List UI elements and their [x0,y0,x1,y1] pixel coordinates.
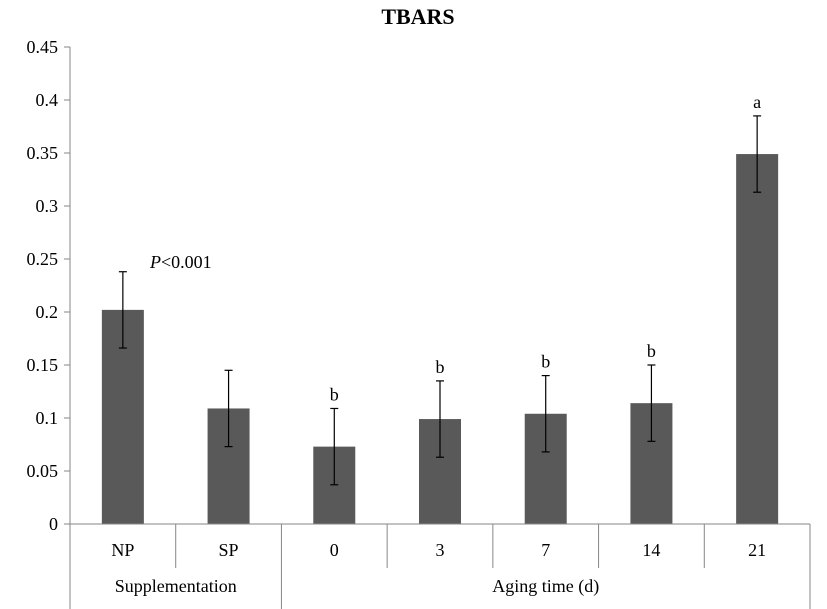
x-tick-label: SP [219,540,239,560]
bars: b b b b a [101,92,779,524]
chart-title: TBARS [381,4,454,29]
x-tick-label: 21 [748,540,766,560]
y-tick-label: 0.15 [27,355,59,375]
group-label: Aging time (d) [492,576,599,597]
significance-letter: a [753,92,761,112]
y-tick-label: 0.45 [27,37,59,57]
x-tick-label: 7 [541,540,550,560]
significance-letter: b [330,384,339,404]
y-tick-label: 0.1 [36,408,59,428]
y-tick-label: 0.05 [27,461,59,481]
y-tick-label: 0.3 [36,196,59,216]
x-tick-label: NP [111,540,134,560]
y-tick-label: 0.25 [27,249,59,269]
y-tick-label: 0.4 [36,90,59,110]
p-value-annotation: P<0.001 [149,252,212,272]
significance-letter: b [436,357,445,377]
x-axis: NP SP 0 3 7 14 21 Supplementation Aging time (d) [69,523,811,609]
x-tick-label: 14 [642,540,660,560]
p-value-text: <0.001 [161,252,212,272]
y-axis: 0 0.05 0.1 0.15 0.2 0.25 0.3 0.35 0.4 0.45 [27,37,71,534]
y-tick-label: 0.35 [27,143,59,163]
p-value-italic: P [149,252,161,272]
x-tick-label: 3 [436,540,445,560]
group-label: Supplementation [115,576,237,596]
y-tick-label: 0 [49,514,58,534]
bar [736,154,779,524]
x-tick-label: 0 [330,540,339,560]
significance-letter: b [647,341,656,361]
y-tick-label: 0.2 [36,302,59,322]
significance-letter: b [541,352,550,372]
